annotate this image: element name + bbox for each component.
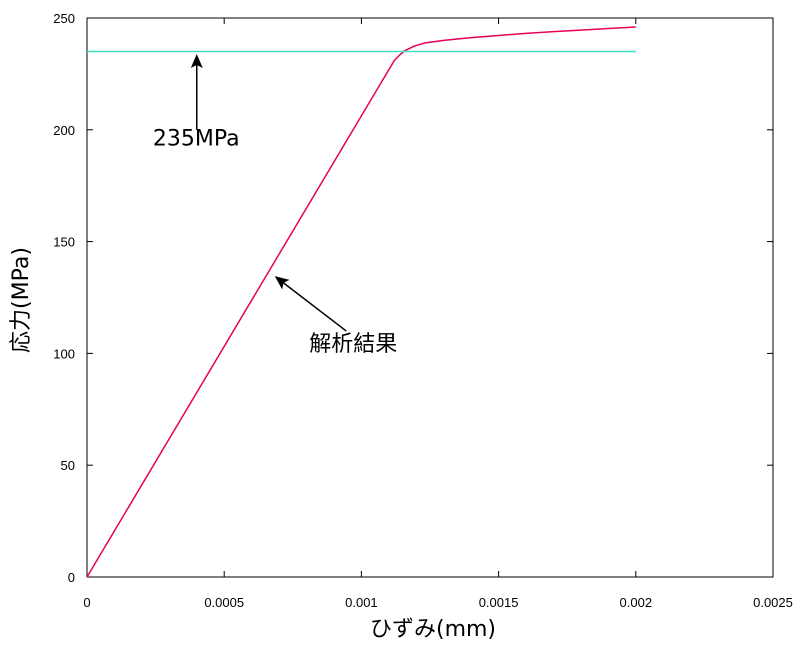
x-tick-label: 0.0025	[753, 595, 793, 610]
x-tick-label: 0.002	[620, 595, 653, 610]
annotation-layer: 235MPa 解析結果	[153, 54, 397, 357]
x-axis-title: ひずみ(mm)	[370, 617, 496, 642]
y-tick-label: 150	[53, 235, 75, 250]
y-axis-ticks: 0 50 100 150 200 250	[53, 11, 773, 585]
y-tick-label: 250	[53, 11, 75, 26]
x-tick-label: 0.0015	[479, 595, 519, 610]
y-tick-label: 50	[61, 458, 75, 473]
plot-area	[86, 17, 774, 578]
series-layer	[86, 26, 636, 578]
y-axis-title: 応力(MPa)	[9, 247, 34, 353]
x-tick-label: 0.0005	[204, 595, 244, 610]
y-tick-label: 0	[68, 570, 75, 585]
y-tick-label: 200	[53, 123, 75, 138]
analysis-result-line	[86, 26, 636, 578]
x-tick-label: 0	[83, 595, 90, 610]
analysis-result-annotation-arrow	[274, 276, 347, 332]
x-axis-ticks: 0 0.0005 0.001 0.0015 0.002 0.0025	[83, 18, 793, 610]
y-tick-label: 100	[53, 346, 75, 361]
x-tick-label: 0.001	[345, 595, 378, 610]
yield-stress-annotation-label: 235MPa	[153, 126, 240, 151]
analysis-result-annotation-label: 解析結果	[309, 332, 397, 357]
